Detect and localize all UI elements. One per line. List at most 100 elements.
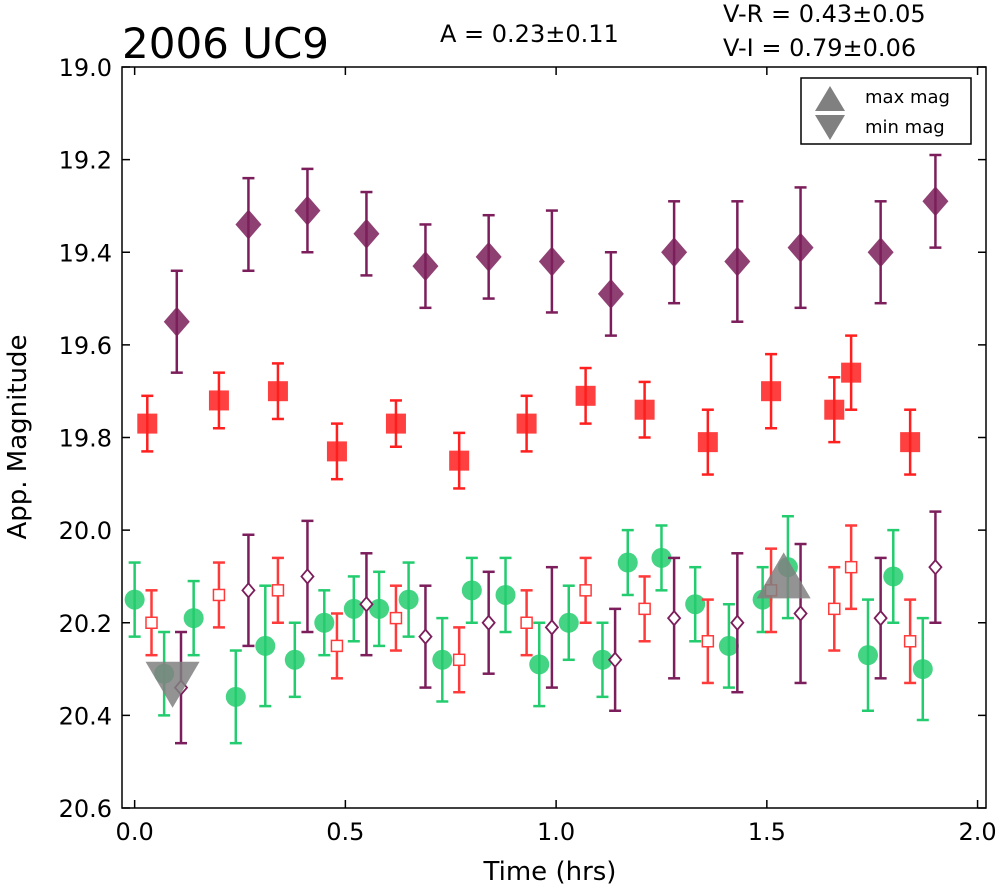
data-point: [685, 594, 706, 615]
data-point: [412, 251, 439, 282]
data-point: [516, 413, 537, 434]
data-point: [538, 246, 565, 277]
y-axis-label: App. Magnitude: [3, 334, 33, 539]
data-point: [208, 390, 229, 411]
data-point: [867, 237, 894, 268]
y-tick-label: 19.6: [59, 332, 112, 360]
data-point: [385, 413, 406, 434]
data-point: [294, 195, 321, 226]
series-circle-filled: [124, 514, 933, 745]
data-point: [718, 635, 739, 656]
max-mag-marker: [756, 552, 811, 599]
legend-min-marker: [815, 115, 845, 140]
y-tick-label: 19.2: [59, 147, 112, 175]
data-point: [592, 649, 613, 670]
data-point: [124, 589, 145, 610]
data-point: [520, 616, 533, 629]
axis-ticks: 0.0 0.5 1.0 1.5 2.0 19.0 19.2 19.4 19.6 19.8 20.0 2…: [59, 54, 997, 846]
data-point: [452, 653, 466, 667]
data-point: [597, 278, 624, 309]
data-point: [607, 651, 623, 669]
data-point: [579, 584, 592, 597]
data-point: [267, 381, 288, 402]
data-point: [922, 186, 949, 217]
data-point: [558, 612, 579, 633]
data-point: [697, 432, 718, 453]
legend: max mag min mag: [800, 77, 972, 145]
data-point: [241, 581, 256, 599]
y-tick-label: 20.2: [59, 610, 112, 638]
data-point: [449, 450, 470, 471]
data-point: [163, 306, 190, 337]
x-axis-label: Time (hrs): [483, 857, 617, 887]
data-point: [343, 598, 364, 619]
x-tick-label: 1.5: [748, 818, 786, 846]
legend-min-label: min mag: [865, 117, 945, 138]
data-point: [928, 558, 943, 576]
data-point: [212, 588, 226, 602]
data-point: [575, 385, 596, 406]
data-point: [271, 584, 285, 597]
data-point: [183, 608, 204, 629]
data-point: [724, 246, 751, 277]
data-point: [461, 580, 482, 601]
plot-area: [124, 153, 949, 745]
data-point: [651, 547, 672, 568]
data-point: [638, 602, 651, 616]
data-point: [701, 635, 715, 648]
data-point: [787, 232, 814, 263]
data-point: [475, 241, 502, 272]
data-point: [730, 614, 745, 632]
data-point: [873, 609, 888, 627]
min-mag-marker: [145, 661, 200, 708]
data-point: [661, 237, 688, 268]
data-point: [235, 209, 262, 240]
color-vr-label: V-R = 0.43±0.05: [723, 0, 926, 28]
data-point: [145, 616, 158, 629]
data-point: [793, 605, 808, 622]
x-tick-label: 0.0: [116, 818, 154, 846]
data-point: [432, 649, 453, 670]
data-point: [666, 609, 682, 627]
data-point: [137, 413, 158, 434]
data-point: [857, 645, 878, 666]
data-point: [225, 686, 246, 707]
y-tick-label: 19.8: [59, 425, 112, 453]
y-tick-label: 20.4: [59, 702, 112, 730]
data-point: [326, 441, 347, 462]
data-point: [617, 552, 638, 573]
data-point: [284, 649, 305, 670]
y-tick-label: 20.0: [59, 517, 112, 545]
data-point: [255, 635, 276, 656]
data-point: [634, 399, 655, 420]
data-point: [300, 568, 315, 585]
data-point: [844, 560, 858, 574]
data-point: [903, 635, 917, 648]
chart-title: 2006 UC9: [122, 19, 329, 68]
x-tick-label: 2.0: [958, 818, 996, 846]
data-point: [529, 654, 550, 675]
data-point: [481, 614, 496, 632]
data-point: [418, 628, 433, 646]
legend-max-label: max mag: [865, 87, 950, 108]
data-point: [495, 584, 516, 605]
x-tick-label: 0.5: [326, 818, 364, 846]
color-vi-label: V-I = 0.79±0.06: [723, 34, 916, 62]
y-tick-label: 19.4: [59, 239, 112, 267]
data-point: [828, 602, 841, 616]
data-point: [544, 618, 560, 636]
amplitude-label: A = 0.23±0.11: [440, 20, 619, 48]
data-point: [761, 381, 782, 402]
data-point: [330, 639, 344, 653]
data-point: [912, 659, 933, 680]
data-point: [883, 566, 904, 587]
series-square-filled: [137, 334, 921, 490]
data-point: [841, 362, 862, 383]
data-point: [389, 611, 403, 625]
data-point: [900, 432, 921, 453]
data-point: [369, 598, 390, 619]
series-diamond-open: [173, 510, 943, 745]
data-point: [314, 612, 335, 633]
data-point: [353, 218, 380, 249]
